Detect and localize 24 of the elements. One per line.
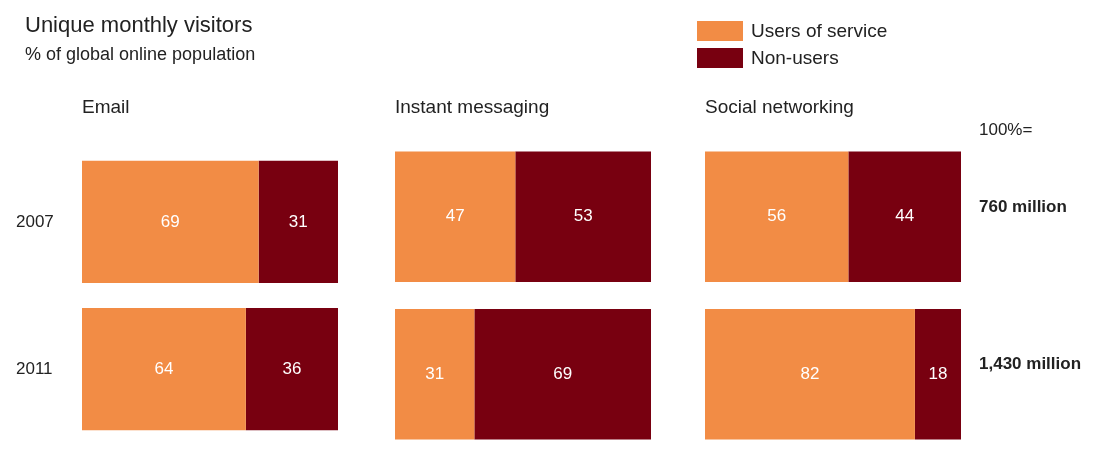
data-label: 47 (445, 206, 465, 226)
data-label: 69 (160, 211, 180, 231)
y-tick-label: 2007 (16, 211, 54, 231)
legend-label: Users of service (751, 19, 888, 42)
data-label: 56 (767, 206, 787, 226)
text: 100%= (979, 120, 1033, 140)
data-label: 31 (288, 211, 308, 231)
y-tick-label: 2011 (16, 358, 53, 378)
data-label: 36 (282, 358, 302, 378)
data-label: 31 (425, 363, 445, 383)
text: Unique monthly visitors (25, 12, 254, 38)
chart-title: Social networking (705, 96, 854, 118)
text: % of global online population (25, 44, 256, 65)
data-label: 64 (154, 358, 174, 378)
data-label: 69 (553, 363, 573, 383)
chart-title: Email (82, 96, 130, 118)
chart-title: Instant messaging (395, 96, 550, 118)
text: 1,430 million (979, 354, 1082, 375)
data-label: 82 (800, 363, 820, 383)
text: 760 million (979, 196, 1067, 217)
data-label: 53 (573, 206, 593, 226)
legend-label: Non-users (751, 46, 839, 69)
data-label: 44 (895, 206, 915, 226)
data-label: 18 (928, 363, 948, 383)
